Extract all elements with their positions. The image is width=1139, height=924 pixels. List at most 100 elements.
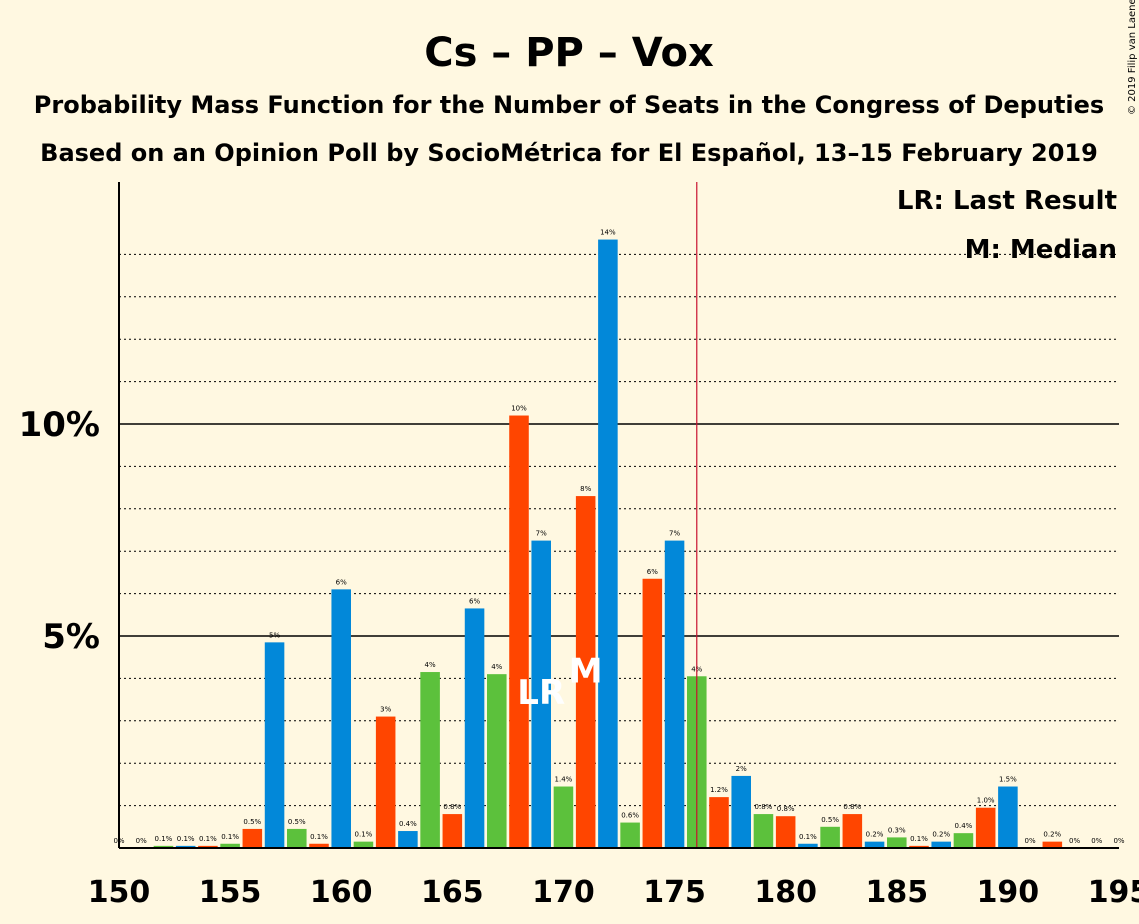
bar-labels-group: 0% 0% 0.1% 0.1% 0.1% 0.1% 0.5% 5% 0.5% 0.1% 6% 0.1%… [113, 229, 1124, 845]
bar-label-seat-153: 0.1% [177, 835, 195, 843]
bar-label-seat-171: 8% [580, 485, 591, 493]
bar-seat-185 [887, 837, 907, 848]
bar-label-seat-151: 0% [136, 837, 147, 845]
bar-seat-162 [375, 716, 396, 848]
bar-label-seat-186: 0.1% [910, 835, 928, 843]
bar-label-seat-164: 4% [425, 661, 436, 669]
x-tick-170: 170 [532, 875, 595, 910]
bar-label-seat-180: 0.8% [777, 805, 795, 813]
bar-seat-154 [198, 845, 218, 848]
bar-label-seat-162: 3% [380, 706, 391, 714]
grid-lines [119, 253, 1119, 807]
bar-label-seat-170: 1.4% [555, 776, 573, 784]
legend-median: M: Median [965, 235, 1117, 265]
bar-label-seat-193: 0% [1069, 837, 1080, 845]
bar-label-seat-189: 1.0% [977, 797, 995, 805]
bar-seat-183 [842, 814, 863, 848]
bar-label-seat-177: 1.2% [710, 786, 728, 794]
bar-seat-188 [953, 833, 974, 848]
bar-label-seat-166: 6% [469, 597, 480, 605]
bar-label-seat-159: 0.1% [310, 833, 328, 841]
bar-label-seat-167: 4% [491, 663, 502, 671]
bar-label-seat-184: 0.2% [866, 831, 884, 839]
bar-seat-189 [975, 807, 996, 848]
bar-seat-166 [464, 608, 485, 848]
last-result-marker: LR [517, 673, 565, 713]
bar-label-seat-158: 0.5% [288, 818, 306, 826]
bar-seat-181 [798, 843, 818, 848]
bar-seat-178 [731, 775, 751, 848]
bar-seat-171 [575, 496, 596, 848]
bar-seat-167 [487, 674, 507, 848]
bar-seat-152 [153, 845, 174, 848]
x-tick-160: 160 [310, 875, 373, 910]
bar-seat-157 [264, 642, 285, 848]
y-tick-10: 10% [19, 405, 100, 445]
bar-seat-161 [353, 841, 374, 848]
bar-label-seat-195: 0% [1113, 837, 1124, 845]
bar-label-seat-155: 0.1% [221, 833, 239, 841]
bar-label-seat-160: 6% [336, 578, 347, 586]
bar-seat-177 [709, 797, 729, 848]
bar-label-seat-169: 7% [536, 530, 547, 538]
bar-label-seat-173: 0.6% [621, 812, 639, 820]
chart-subtitle: Probability Mass Function for the Number… [34, 91, 1104, 119]
bar-seat-174 [642, 578, 663, 848]
bar-label-seat-156: 0.5% [243, 818, 261, 826]
bar-seat-163 [398, 831, 418, 848]
bar-seat-165 [442, 814, 463, 848]
x-tick-185: 185 [865, 875, 928, 910]
bar-seat-172 [598, 239, 618, 848]
bar-seat-158 [287, 828, 307, 848]
bar-label-seat-183: 0.8% [843, 803, 861, 811]
bar-label-seat-154: 0.1% [199, 835, 217, 843]
bar-label-seat-188: 0.4% [955, 822, 973, 830]
copyright-note: © 2019 Filip van Laenen [1127, 0, 1138, 115]
bar-seat-160 [331, 589, 351, 848]
bar-seat-175 [664, 540, 685, 848]
bar-seat-168 [509, 415, 529, 848]
bar-seat-153 [175, 845, 196, 848]
bar-seat-179 [753, 814, 774, 848]
bar-seat-173 [620, 822, 640, 848]
bars-group [153, 239, 1063, 848]
bar-seat-184 [864, 841, 885, 848]
bar-label-seat-174: 6% [647, 568, 658, 576]
bar-seat-164 [420, 672, 440, 848]
x-tick-190: 190 [977, 875, 1040, 910]
chart-title: Cs – PP – Vox [424, 30, 714, 76]
bar-seat-192 [1042, 841, 1063, 848]
bar-label-seat-165: 0.8% [443, 803, 461, 811]
bar-label-seat-152: 0.1% [155, 835, 173, 843]
median-marker: M [569, 652, 603, 692]
bar-label-seat-181: 0.1% [799, 833, 817, 841]
bar-label-seat-185: 0.3% [888, 826, 906, 834]
bar-label-seat-168: 10% [511, 405, 527, 413]
bar-label-seat-163: 0.4% [399, 820, 417, 828]
x-tick-175: 175 [643, 875, 706, 910]
bar-seat-180 [775, 816, 796, 848]
bar-label-seat-175: 7% [669, 530, 680, 538]
x-tick-150: 150 [88, 875, 151, 910]
x-tick-180: 180 [754, 875, 817, 910]
y-tick-5: 5% [42, 617, 100, 657]
bar-label-seat-172: 14% [600, 229, 616, 237]
bar-seat-159 [309, 843, 329, 848]
bar-label-seat-179: 0.8% [755, 803, 773, 811]
bar-label-seat-182: 0.5% [821, 816, 839, 824]
x-tick-165: 165 [421, 875, 484, 910]
bar-label-seat-190: 1.5% [999, 776, 1017, 784]
x-tick-labels: 150 155 160 165 170 175 180 185 190 195 [88, 875, 1139, 910]
bar-label-seat-194: 0% [1091, 837, 1102, 845]
bar-label-seat-161: 0.1% [355, 831, 373, 839]
bar-label-seat-157: 5% [269, 631, 280, 639]
x-tick-195: 195 [1088, 875, 1139, 910]
y-tick-labels: 5% 10% [19, 405, 100, 657]
bar-label-seat-178: 2% [736, 765, 747, 773]
bar-label-seat-192: 0.2% [1043, 831, 1061, 839]
bar-seat-156 [242, 828, 263, 848]
bar-seat-187 [931, 841, 951, 848]
x-tick-155: 155 [199, 875, 262, 910]
chart-subtitle-source: Based on an Opinion Poll by SocioMétrica… [40, 139, 1098, 167]
bar-seat-182 [820, 826, 840, 848]
